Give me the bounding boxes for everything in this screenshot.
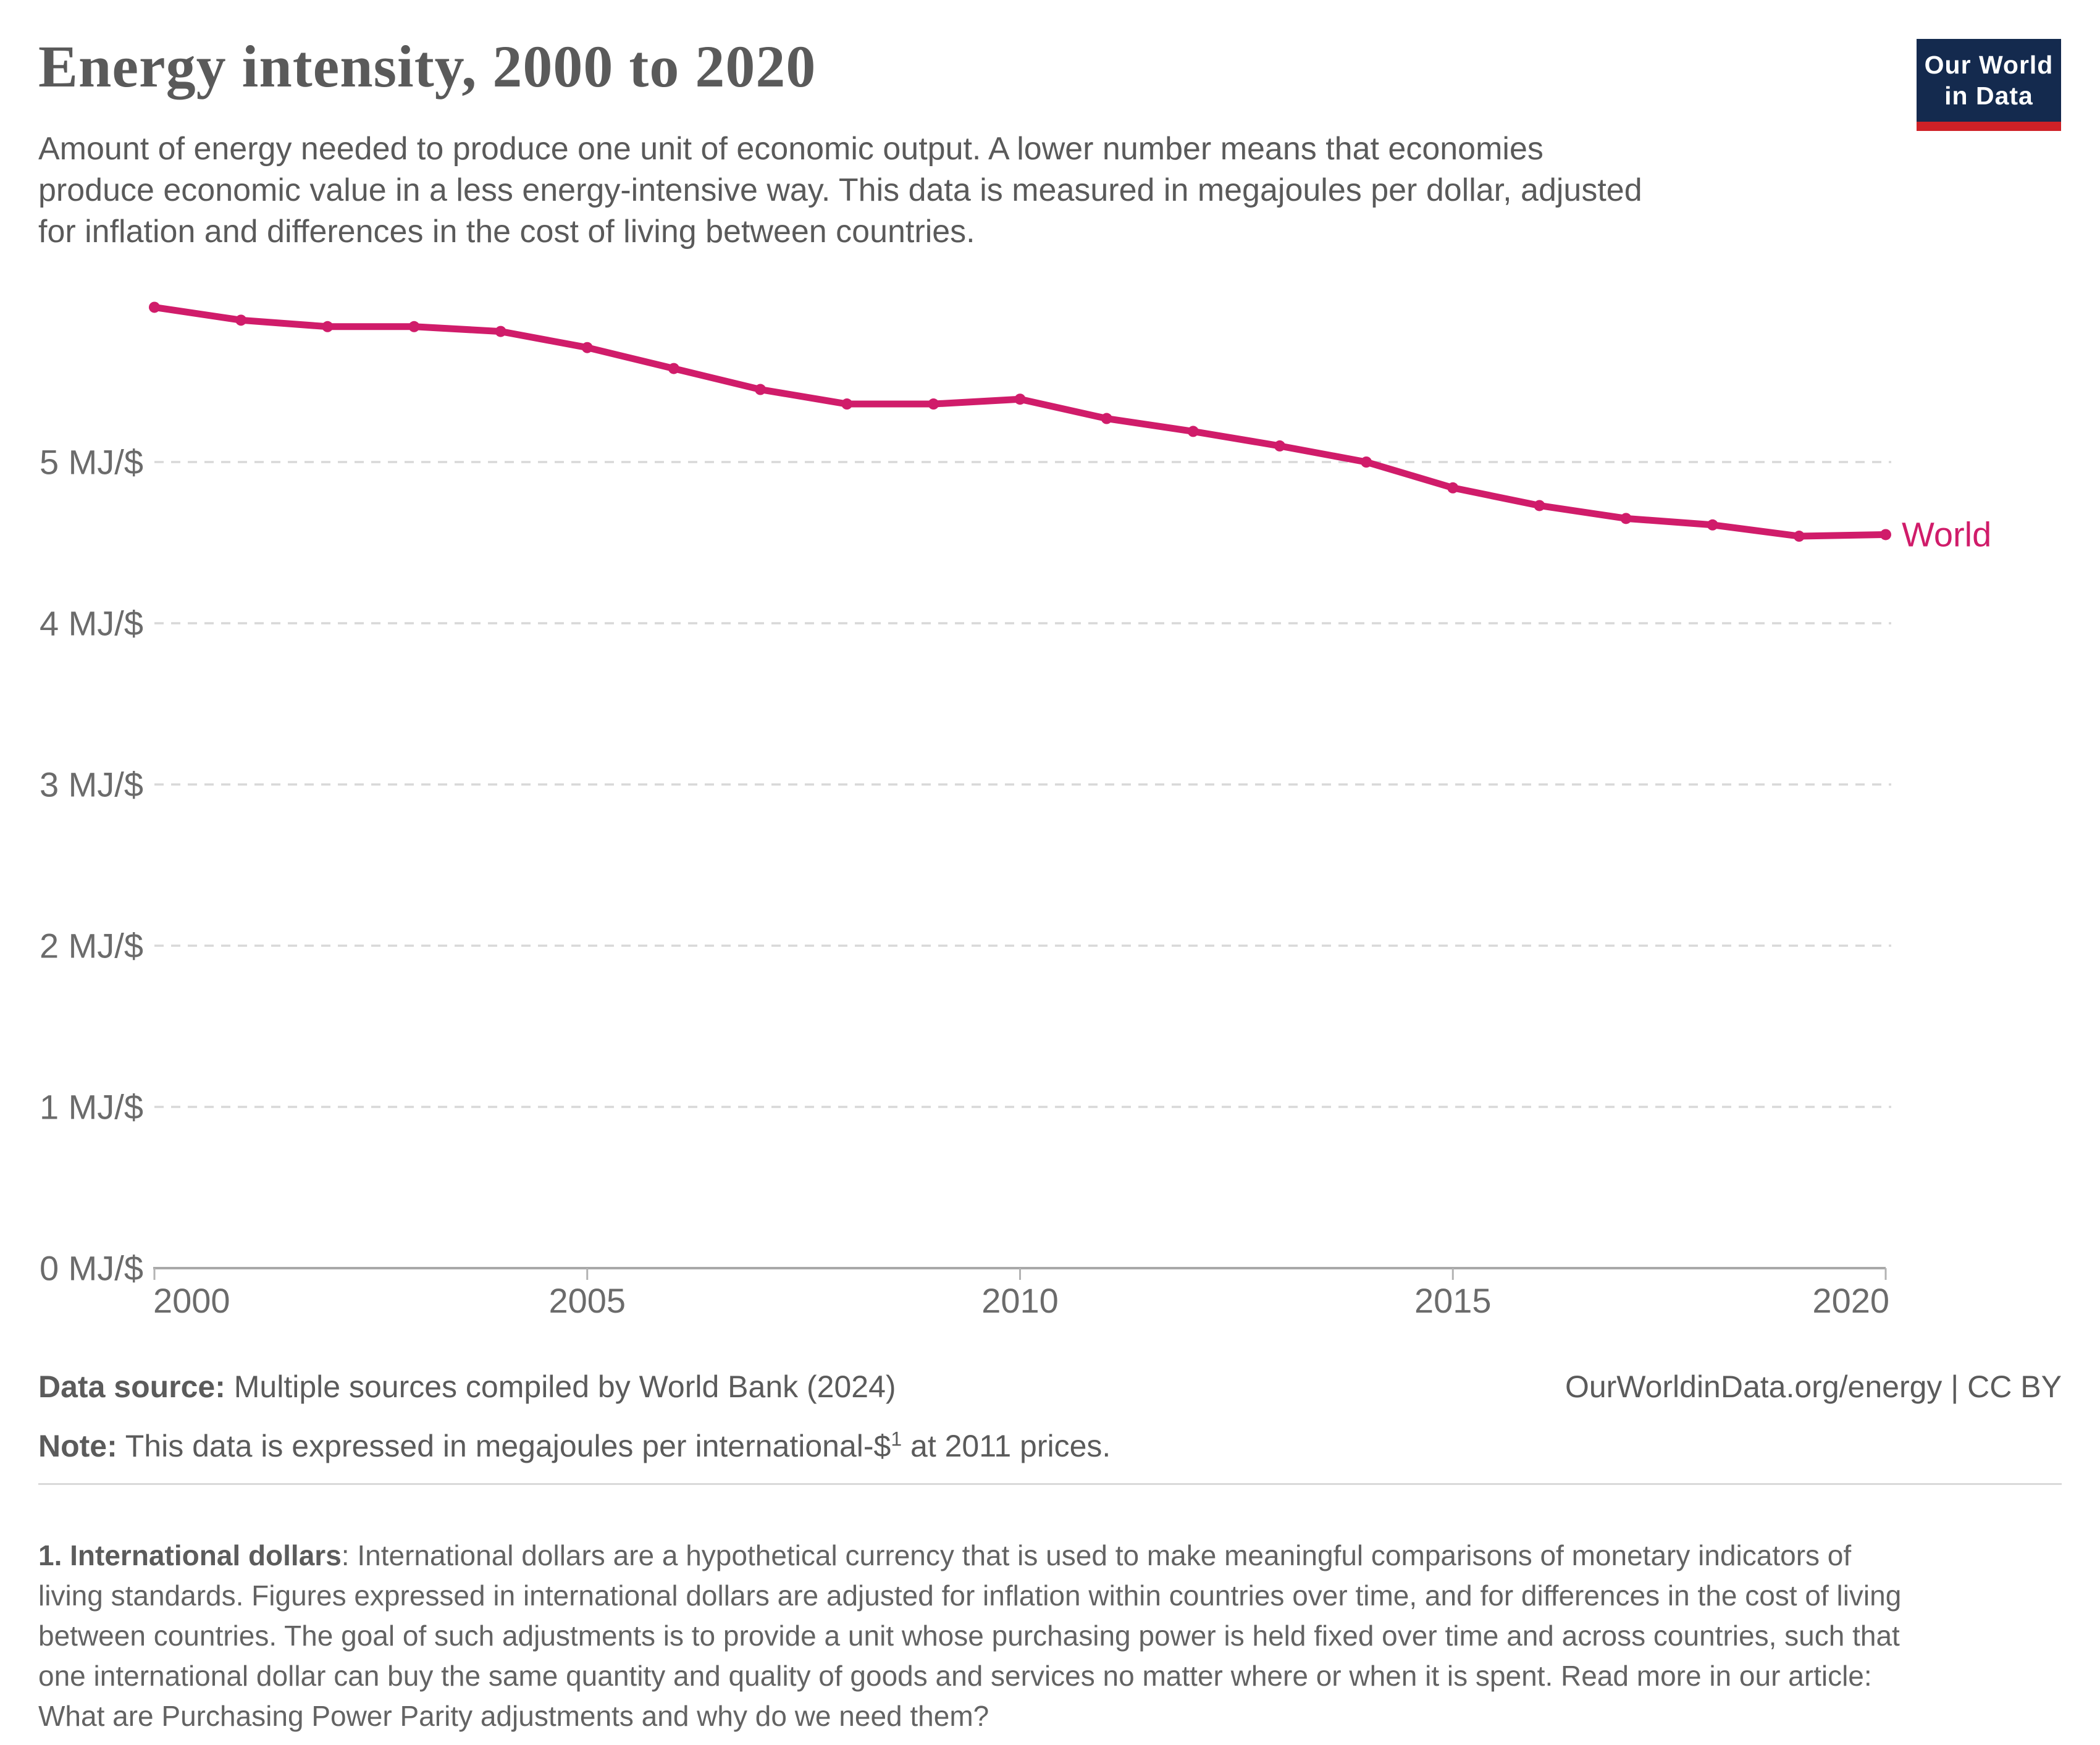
- chart-note: Note: This data is expressed in megajoul…: [38, 1428, 1111, 1463]
- footnote-link[interactable]: What are Purchasing Power Parity adjustm…: [38, 1700, 989, 1732]
- attribution-link[interactable]: OurWorldinData.org/energy | CC BY: [1564, 1369, 2062, 1404]
- y-axis-tick-label: 5 MJ/$: [40, 443, 143, 482]
- y-axis-tick-label: 0 MJ/$: [40, 1249, 143, 1288]
- x-axis-tick-label: 2015: [1414, 1281, 1492, 1320]
- chart-footer: Data source: Multiple sources compiled b…: [38, 1369, 2062, 1487]
- footnote-marker: 1: [891, 1428, 902, 1450]
- owid-logo-accent-bar: [1917, 122, 2061, 131]
- data-point: [1274, 440, 1285, 452]
- chart-subtitle: Amount of energy needed to produce one u…: [38, 128, 1642, 253]
- y-axis-tick-label: 4 MJ/$: [40, 604, 143, 643]
- page-title: Energy intensity, 2000 to 2020: [38, 33, 817, 99]
- data-point: [755, 384, 766, 395]
- data-point: [1361, 456, 1372, 468]
- owid-logo: Our World in Data: [1917, 39, 2061, 131]
- data-point: [149, 301, 160, 313]
- series-label-world: World: [1902, 515, 1991, 553]
- data-source: Data source: Multiple sources compiled b…: [38, 1369, 896, 1404]
- subtitle-line: produce economic value in a less energy-…: [38, 172, 1642, 208]
- footnote-line: one international dollar can buy the sam…: [38, 1660, 1872, 1692]
- owid-logo-box: Our World in Data: [1917, 39, 2061, 122]
- subtitle-line: for inflation and differences in the cos…: [38, 214, 975, 250]
- x-axis-tick-label: 2000: [153, 1281, 230, 1320]
- y-axis-tick-label: 2 MJ/$: [40, 927, 143, 965]
- data-point: [1620, 513, 1632, 524]
- data-point: [235, 314, 247, 326]
- data-point: [928, 398, 939, 410]
- data-point: [668, 363, 679, 374]
- footnote-line: 1. International dollars: International …: [38, 1539, 1852, 1571]
- footnote-block: 1. International dollars: International …: [38, 1536, 2070, 1736]
- y-axis-tick-label: 1 MJ/$: [40, 1088, 143, 1127]
- data-point: [1534, 500, 1545, 511]
- data-point: [495, 326, 506, 337]
- data-point: [1014, 393, 1026, 405]
- data-point: [1187, 426, 1199, 437]
- data-point: [841, 398, 853, 410]
- data-point: [1880, 529, 1891, 540]
- subtitle-line: Amount of energy needed to produce one u…: [38, 131, 1544, 167]
- data-point: [581, 342, 593, 353]
- data-point: [408, 321, 420, 332]
- x-axis-tick-label: 2010: [981, 1281, 1059, 1320]
- owid-logo-text: in Data: [1944, 82, 2033, 110]
- owid-logo-text: Our World: [1924, 51, 2054, 79]
- data-point: [1447, 482, 1459, 494]
- x-axis-tick-label: 2020: [1812, 1281, 1889, 1320]
- footnote-divider: [38, 1483, 2062, 1485]
- data-point: [322, 321, 334, 332]
- x-axis-tick-label: 2005: [548, 1281, 626, 1320]
- data-point: [1707, 519, 1718, 531]
- world-series-line: [151, 303, 1889, 540]
- data-point: [1793, 531, 1805, 542]
- data-point: [1101, 413, 1112, 424]
- y-axis-tick-label: 3 MJ/$: [40, 765, 143, 804]
- footnote-line: between countries. The goal of such adju…: [38, 1620, 1900, 1652]
- footnote-line: living standards. Figures expressed in i…: [38, 1579, 1902, 1612]
